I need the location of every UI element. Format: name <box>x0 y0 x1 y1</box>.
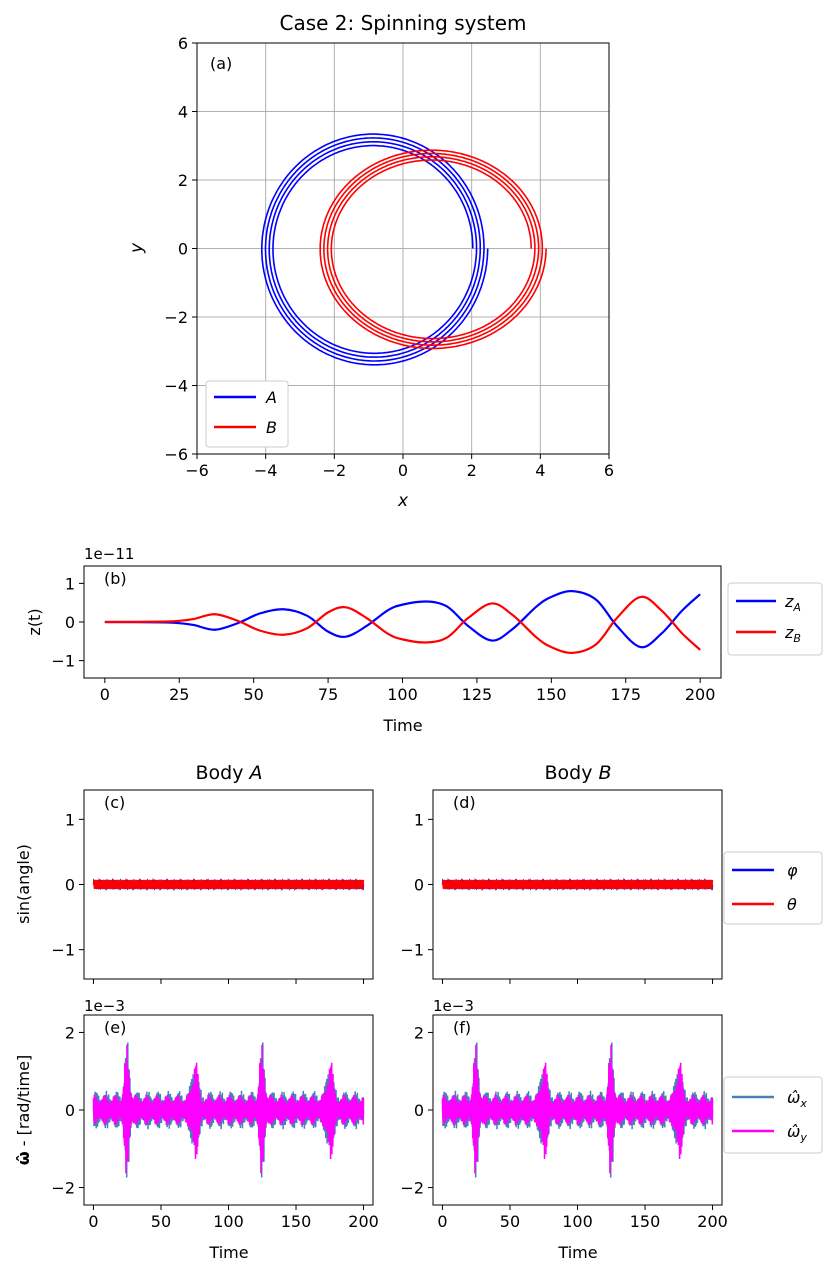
panel-label-c: (c) <box>104 793 125 812</box>
ylabel-c: sin(angle) <box>14 844 33 924</box>
xtick-label-b: 200 <box>685 685 716 704</box>
title-d: Body B <box>544 762 611 784</box>
ytick-label-c: 0 <box>65 876 75 895</box>
plot-b <box>104 590 701 654</box>
legend-f: ω̂x ω̂y <box>723 1076 823 1154</box>
xtick-label-e: 100 <box>213 1212 244 1231</box>
ytick-label-f: −2 <box>400 1179 424 1198</box>
ytick-label-d: −1 <box>400 941 424 960</box>
xlabel-f: Time <box>557 1243 597 1262</box>
plot-a <box>260 133 547 366</box>
xtick-label-f: 0 <box>437 1212 447 1231</box>
series-A-orbit <box>260 133 489 366</box>
ticks-c: −1 0 1 <box>51 810 365 984</box>
xtick-label-b: 150 <box>536 685 567 704</box>
xtick-label-a: 0 <box>398 461 408 480</box>
ytick-label-c: 1 <box>65 810 75 829</box>
panel-label-a: (a) <box>210 54 232 73</box>
series-θ-d <box>441 877 714 892</box>
title-c: Body A <box>195 762 262 784</box>
series-θ-c <box>92 877 365 892</box>
ytick-label-b: −1 <box>51 652 75 671</box>
xtick-label-e: 50 <box>151 1212 171 1231</box>
xtick-label-a: −4 <box>254 461 278 480</box>
xtick-label-f: 50 <box>500 1212 520 1231</box>
series-z_A-line <box>104 590 701 649</box>
ytick-label-e: −2 <box>51 1179 75 1198</box>
xtick-label-a: 2 <box>467 461 477 480</box>
ytick-label-b: 0 <box>65 613 75 632</box>
offset-text-f: 1e−3 <box>433 997 474 1015</box>
ylabel-b: z(t) <box>25 608 44 635</box>
xtick-label-b: 125 <box>462 685 493 704</box>
ytick-label-e: 0 <box>65 1101 75 1120</box>
ytick-label-a: 2 <box>178 171 188 190</box>
xtick-label-b: 75 <box>318 685 338 704</box>
xlabel-b: Time <box>382 716 422 735</box>
xtick-label-f: 150 <box>630 1212 661 1231</box>
ylabel-a: y <box>127 242 147 254</box>
ticks-d: −1 0 1 <box>400 810 714 984</box>
xtick-label-a: −2 <box>323 461 347 480</box>
ytick-label-a: −2 <box>164 308 188 327</box>
title-a: Case 2: Spinning system <box>279 11 526 35</box>
ytick-label-a: 6 <box>178 34 188 53</box>
legend-b: zA zB <box>727 582 823 656</box>
xlabel-e: Time <box>208 1243 248 1262</box>
panel-label-d: (d) <box>453 793 476 812</box>
xtick-label-e: 150 <box>281 1212 312 1231</box>
xtick-label-a: −6 <box>185 461 209 480</box>
ticks-b: 0 25 50 75 100 125 150 175 200 −1 0 1 <box>51 574 715 704</box>
legend-a: A B <box>205 380 289 448</box>
panel-label-e: (e) <box>104 1018 126 1037</box>
plot-c <box>92 877 365 892</box>
series-z_B-line <box>104 595 701 654</box>
ytick-label-a: −4 <box>164 377 188 396</box>
offset-text-e: 1e−3 <box>84 997 125 1015</box>
axes-frame-b <box>83 565 722 679</box>
xtick-label-b: 25 <box>169 685 189 704</box>
ytick-label-a: −6 <box>164 445 188 464</box>
ytick-label-d: 0 <box>414 876 424 895</box>
ticks-e: 0 50 100 150 200 −2 0 2 <box>51 1023 378 1231</box>
series-B-orbit <box>319 149 547 350</box>
xtick-label-f: 100 <box>562 1212 593 1231</box>
plot-f <box>441 1042 714 1178</box>
ytick-label-d: 1 <box>414 810 424 829</box>
plot-e <box>92 1042 365 1178</box>
legend-a-label-A: A <box>265 388 277 407</box>
xlabel-a: x <box>397 491 409 511</box>
offset-text-b: 1e−11 <box>84 545 134 563</box>
xtick-label-b: 175 <box>610 685 641 704</box>
xtick-label-b: 100 <box>387 685 418 704</box>
ylabel-e: ω̂ - [rad/time] <box>14 1055 33 1165</box>
legend-d: φ θ <box>723 851 823 925</box>
ytick-label-f: 2 <box>414 1023 424 1042</box>
legend-d-label-theta: θ <box>787 895 797 914</box>
legend-d-label-phi: φ <box>787 861 798 880</box>
xtick-label-a: 6 <box>604 461 614 480</box>
ytick-label-f: 0 <box>414 1101 424 1120</box>
xtick-label-f: 200 <box>697 1212 728 1231</box>
series-ω̂_y-f <box>441 1044 714 1174</box>
ytick-label-a: 0 <box>178 240 188 259</box>
series-ω̂_y-e <box>92 1044 365 1174</box>
xtick-label-a: 4 <box>535 461 545 480</box>
plot-d <box>441 877 714 892</box>
xtick-label-e: 0 <box>88 1212 98 1231</box>
ticks-a: −6 −4 −2 0 2 4 6 −6 −4 −2 0 2 4 6 <box>164 34 614 480</box>
panel-label-f: (f) <box>453 1018 471 1037</box>
legend-a-label-B: B <box>266 418 277 437</box>
xtick-label-b: 0 <box>100 685 110 704</box>
ticks-f: 0 50 100 150 200 −2 0 2 <box>400 1023 727 1231</box>
xtick-label-e: 200 <box>348 1212 379 1231</box>
ytick-label-c: −1 <box>51 941 75 960</box>
panel-label-b: (b) <box>104 569 127 588</box>
ytick-label-a: 4 <box>178 103 188 122</box>
xtick-label-b: 50 <box>243 685 263 704</box>
ytick-label-b: 1 <box>65 574 75 593</box>
ytick-label-e: 2 <box>65 1023 75 1042</box>
